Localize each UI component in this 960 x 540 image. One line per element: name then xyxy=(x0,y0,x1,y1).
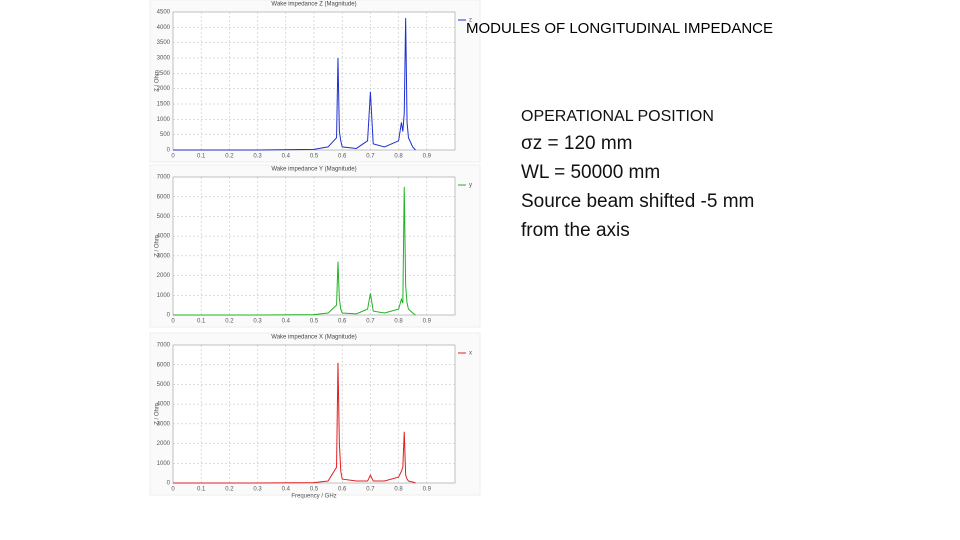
x-axis-label: Frequency / GHz xyxy=(291,494,336,500)
detail: σz = 120 mm xyxy=(521,133,633,154)
chart-title: Wake impedance X (Magnitude) xyxy=(271,335,357,341)
detail: from the axis xyxy=(521,220,630,241)
x-tick-label: 0.5 xyxy=(310,154,319,160)
y-tick-label: 5000 xyxy=(157,214,171,220)
x-tick-label: 0.8 xyxy=(394,487,403,493)
x-tick-label: 0.3 xyxy=(253,487,262,493)
detail: Source beam shifted -5 mm xyxy=(521,191,755,212)
heading: MODULES OF LONGITUDINAL IMPEDANCE xyxy=(466,20,773,37)
y-tick-label: 2000 xyxy=(157,273,171,279)
x-tick-label: 0.6 xyxy=(338,487,347,493)
y-tick-label: 4000 xyxy=(157,234,171,240)
x-tick-label: 0.3 xyxy=(253,154,262,160)
x-tick-label: 0.1 xyxy=(197,154,206,160)
y-tick-label: 2500 xyxy=(157,71,171,77)
x-tick-label: 0.6 xyxy=(338,319,347,325)
x-tick-label: 0.9 xyxy=(423,154,432,160)
x-tick-label: 0 xyxy=(171,319,175,325)
legend-label: z xyxy=(469,18,472,24)
y-tick-label: 1000 xyxy=(157,293,171,299)
x-tick-label: 0.6 xyxy=(338,154,347,160)
x-tick-label: 0.1 xyxy=(197,487,206,493)
y-tick-label: 2000 xyxy=(157,86,171,92)
y-tick-label: 1000 xyxy=(157,117,171,123)
x-tick-label: 0.8 xyxy=(394,319,403,325)
x-tick-label: 0.1 xyxy=(197,319,206,325)
details: OPERATIONAL POSITION σz = 120 mm WL = 50… xyxy=(521,105,754,245)
y-tick-label: 3500 xyxy=(157,40,171,46)
y-axis-label: Z / Ohm xyxy=(155,235,161,257)
y-tick-label: 4000 xyxy=(157,402,171,408)
x-tick-label: 0.2 xyxy=(225,487,234,493)
y-tick-label: 6000 xyxy=(157,362,171,368)
x-tick-label: 0.5 xyxy=(310,487,319,493)
legend-label: y xyxy=(469,183,472,189)
y-tick-label: 7000 xyxy=(157,343,171,349)
y-tick-label: 4000 xyxy=(157,25,171,31)
detail: OPERATIONAL POSITION xyxy=(521,108,714,125)
y-tick-label: 0 xyxy=(167,148,171,154)
x-tick-label: 0.4 xyxy=(282,319,291,325)
y-axis-label: Z / Ohm xyxy=(155,70,161,92)
y-tick-label: 3000 xyxy=(157,421,171,427)
x-tick-label: 0 xyxy=(171,487,175,493)
x-tick-label: 0.8 xyxy=(394,154,403,160)
x-tick-label: 0.3 xyxy=(253,319,262,325)
x-tick-label: 0.9 xyxy=(423,319,432,325)
x-tick-label: 0.2 xyxy=(225,319,234,325)
y-tick-label: 7000 xyxy=(157,175,171,181)
x-tick-label: 0.7 xyxy=(366,319,375,325)
y-tick-label: 4500 xyxy=(157,10,171,16)
y-tick-label: 3000 xyxy=(157,253,171,259)
y-tick-label: 1500 xyxy=(157,102,171,108)
series-line xyxy=(173,18,416,151)
detail: WL = 50000 mm xyxy=(521,162,661,183)
x-tick-label: 0.4 xyxy=(282,487,291,493)
y-tick-label: 3000 xyxy=(157,56,171,62)
x-tick-label: 0.7 xyxy=(366,154,375,160)
x-tick-label: 0.5 xyxy=(310,319,319,325)
y-tick-label: 500 xyxy=(160,132,171,138)
x-tick-label: 0.9 xyxy=(423,487,432,493)
y-axis-label: Z / Ohm xyxy=(155,403,161,425)
legend-label: x xyxy=(469,351,472,357)
y-tick-label: 0 xyxy=(167,481,171,487)
series-line xyxy=(173,362,416,484)
x-tick-label: 0.2 xyxy=(225,154,234,160)
y-tick-label: 2000 xyxy=(157,441,171,447)
y-tick-label: 1000 xyxy=(157,461,171,467)
series-line xyxy=(173,186,416,316)
chart-title: Wake impedance Z (Magnitude) xyxy=(271,2,356,8)
chart-title: Wake impedance Y (Magnitude) xyxy=(271,167,356,173)
y-tick-label: 0 xyxy=(167,313,171,319)
x-tick-label: 0.7 xyxy=(366,487,375,493)
x-tick-label: 0.4 xyxy=(282,154,291,160)
y-tick-label: 6000 xyxy=(157,194,171,200)
y-tick-label: 5000 xyxy=(157,382,171,388)
x-tick-label: 0 xyxy=(171,154,175,160)
